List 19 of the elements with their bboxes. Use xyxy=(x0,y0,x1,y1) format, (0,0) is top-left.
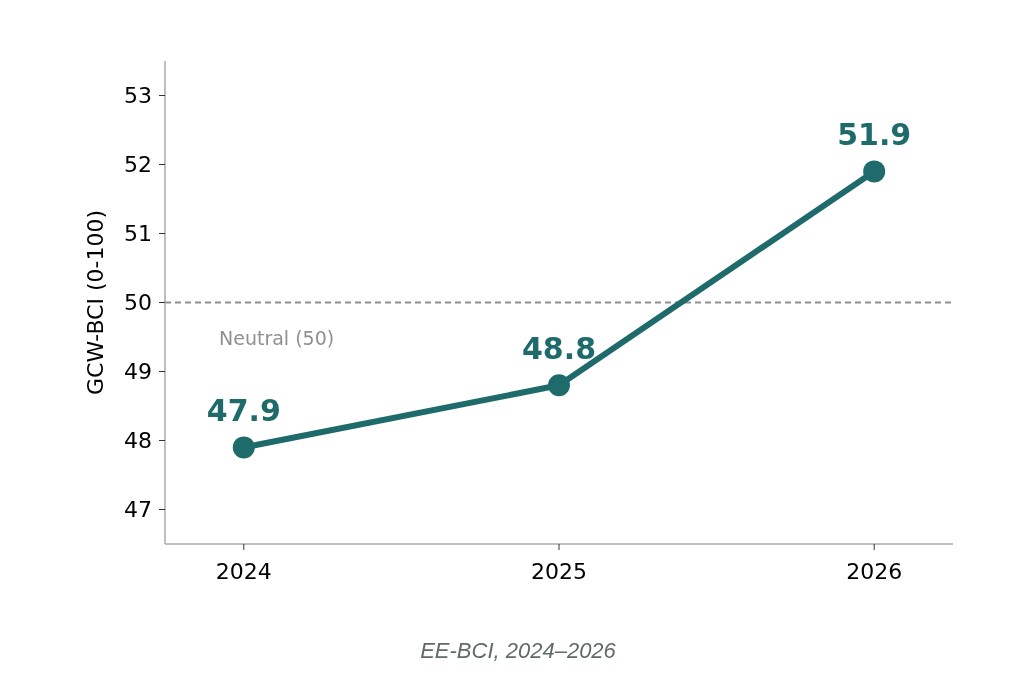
data-label: 48.8 xyxy=(521,331,597,367)
text: EE-BCI, 2024–2026 xyxy=(420,638,617,663)
x-tick-label: 2024 xyxy=(215,559,272,584)
y-tick-label: 47 xyxy=(124,497,152,523)
point xyxy=(548,374,570,397)
ref-line-label: Neutral (50) xyxy=(219,326,335,349)
x-tick-label: 2026 xyxy=(846,559,903,584)
x-tick-label: 2025 xyxy=(531,559,587,584)
y-tick-label: 48 xyxy=(124,428,152,454)
y-tick-label: 51 xyxy=(124,221,152,247)
y-axis-title: GCW-BCI (0-100) xyxy=(83,209,108,396)
point xyxy=(232,436,255,459)
y-tick-label: 53 xyxy=(124,83,152,109)
y-tick-label: 52 xyxy=(124,152,152,178)
data-label: 51.9 xyxy=(837,117,912,153)
data-label: 47.9 xyxy=(206,393,281,429)
y-tick-label: 50 xyxy=(124,290,152,316)
y-tick-label: 49 xyxy=(124,359,152,385)
point xyxy=(863,160,886,183)
